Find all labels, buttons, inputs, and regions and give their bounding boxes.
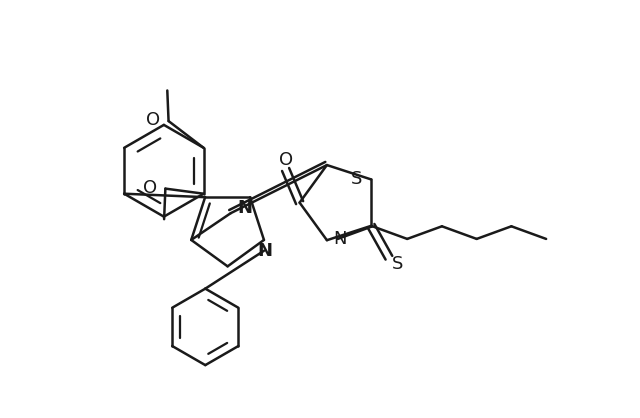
Text: S: S	[351, 171, 362, 189]
Text: O: O	[146, 112, 160, 130]
Text: N: N	[237, 199, 252, 217]
Text: O: O	[143, 179, 157, 197]
Text: O: O	[278, 151, 292, 169]
Text: N: N	[257, 242, 272, 260]
Text: N: N	[333, 230, 347, 248]
Text: S: S	[392, 255, 403, 273]
